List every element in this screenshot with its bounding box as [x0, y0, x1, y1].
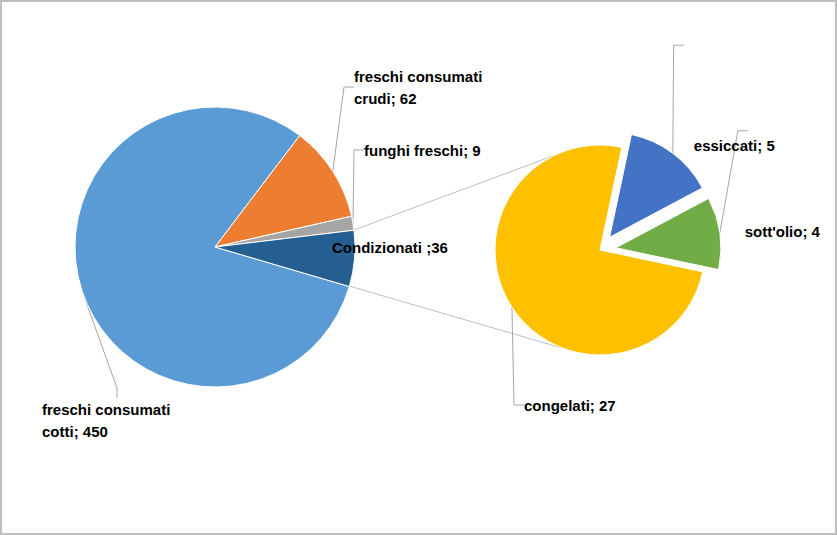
svg-text:essiccati; 5: essiccati; 5 — [694, 137, 775, 154]
svg-text:cotti; 450: cotti; 450 — [42, 423, 108, 440]
svg-text:congelati; 27: congelati; 27 — [524, 397, 616, 414]
svg-text:sott'olio; 4: sott'olio; 4 — [745, 223, 821, 240]
svg-text:funghi freschi; 9: funghi freschi; 9 — [364, 142, 481, 159]
svg-text:freschi consumati: freschi consumati — [42, 401, 175, 418]
svg-text:Condizionati ;36: Condizionati ;36 — [332, 239, 448, 256]
svg-text:crudi; 62: crudi; 62 — [354, 90, 417, 107]
svg-text:freschi consumati: freschi consumati — [354, 68, 487, 85]
